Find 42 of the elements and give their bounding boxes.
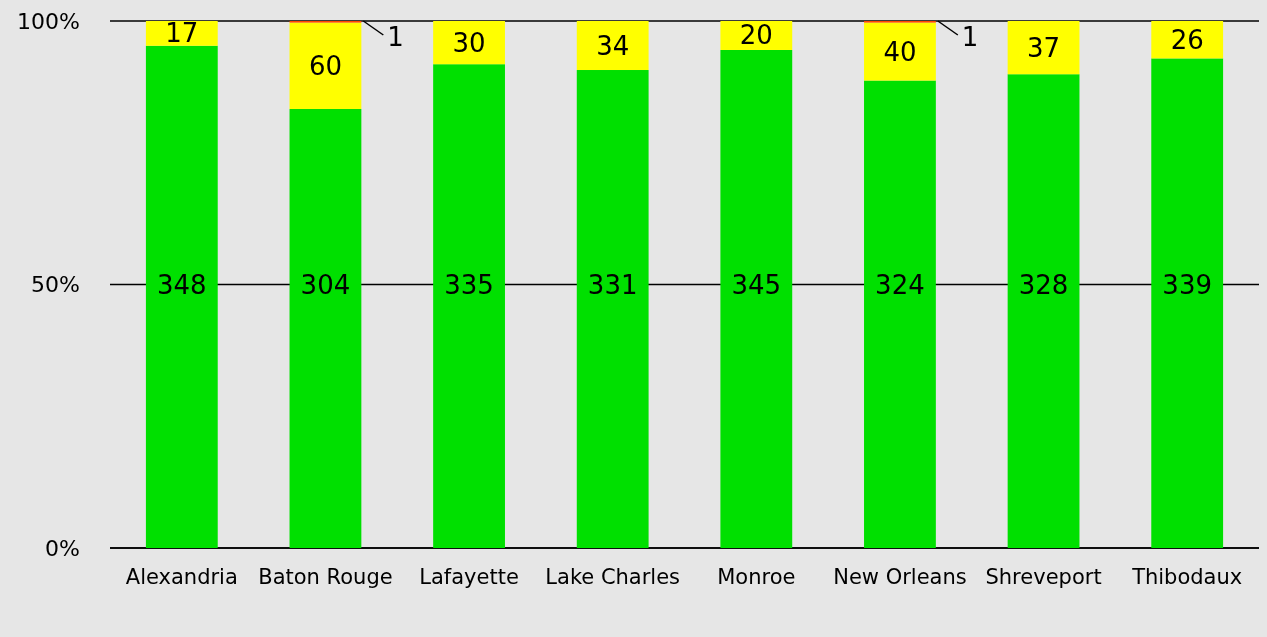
- annotation: 34: [596, 30, 630, 61]
- x-tick-label: Baton Rouge: [258, 565, 393, 589]
- bar: [433, 21, 505, 65]
- annotation: 328: [1018, 269, 1069, 300]
- x-tick-label: Lake Charles: [545, 565, 681, 589]
- annotation: 37: [1027, 32, 1061, 63]
- x-tick-label: Alexandria: [125, 565, 238, 589]
- x-tick-label: Lafayette: [419, 565, 519, 589]
- annotation: 20: [739, 20, 773, 51]
- x-tick-label: Monroe: [717, 565, 796, 589]
- x-tick-label: New Orleans: [833, 565, 967, 589]
- bar: [864, 80, 936, 548]
- y-tick-label: 0%: [45, 535, 80, 561]
- annotation: 335: [444, 269, 494, 300]
- bar: [289, 22, 362, 110]
- bar: [576, 21, 649, 71]
- bar: [433, 64, 505, 548]
- x-tick-label: Thibodaux: [1131, 565, 1243, 589]
- annotation: 17: [165, 18, 199, 49]
- bar: [576, 70, 649, 548]
- bar: [1007, 74, 1080, 548]
- y-tick-label: 100%: [17, 8, 80, 34]
- annotation: 331: [587, 269, 638, 300]
- y-tick-label: 50%: [31, 272, 80, 297]
- annotation: 26: [1170, 24, 1204, 55]
- annotation: 1: [387, 22, 404, 52]
- x-tick-label: Shreveport: [985, 565, 1102, 589]
- annotation: 324: [875, 269, 925, 300]
- bar: [145, 45, 218, 548]
- annotation: 1: [961, 22, 979, 52]
- annotation: 345: [731, 269, 782, 300]
- annotation: 339: [1162, 269, 1213, 300]
- bar: [1007, 21, 1080, 75]
- bar: [864, 22, 936, 81]
- annotation: 60: [308, 50, 342, 81]
- annotation: 348: [156, 269, 207, 300]
- bar: [1151, 58, 1224, 548]
- bar: [289, 109, 362, 548]
- annotation: 40: [883, 36, 917, 67]
- bar: [720, 49, 793, 548]
- annotation: 30: [452, 27, 486, 58]
- annotation: 304: [300, 269, 351, 300]
